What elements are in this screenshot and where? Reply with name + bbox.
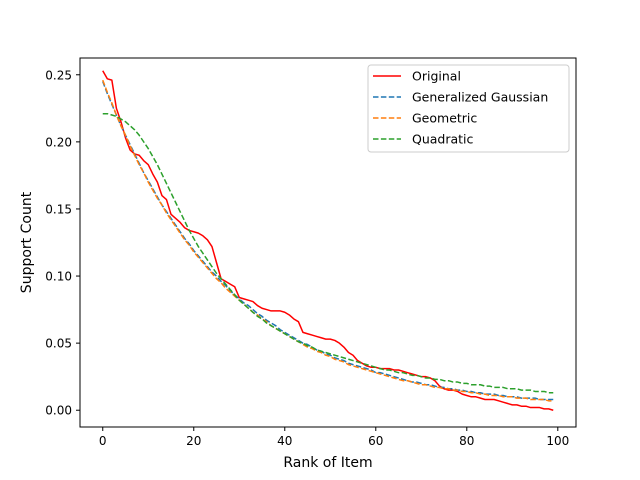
y-axis-label: Support Count (19, 191, 35, 293)
plot-frame (79, 57, 577, 428)
legend: Original Generalized Gaussian Geometric Qua… (367, 64, 570, 153)
x-tick-label: 100 (546, 434, 569, 448)
y-tick-label: 0.20 (45, 135, 72, 149)
x-tick-label: 20 (186, 434, 201, 448)
series-layer (102, 70, 554, 411)
legend-label: Geometric (412, 111, 477, 126)
y-tick-label: 0.10 (45, 270, 72, 284)
series-line-quadratic (102, 112, 554, 394)
y-tick-label: 0.25 (45, 68, 72, 82)
y-tick-label: 0.05 (45, 337, 72, 351)
x-axis-label: Rank of Item (283, 455, 372, 471)
y-axis: 0.00 0.05 0.10 0.15 0.20 0.25 (45, 68, 80, 418)
x-axis: 0 20 40 60 80 100 (99, 427, 569, 448)
series-line-original (102, 70, 554, 411)
y-tick-label: 0.00 (45, 404, 72, 418)
legend-label: Original (412, 69, 461, 84)
x-tick-label: 60 (368, 434, 383, 448)
legend-label: Generalized Gaussian (412, 90, 548, 105)
y-tick-label: 0.15 (45, 202, 72, 216)
x-tick-label: 0 (99, 434, 107, 448)
legend-label: Quadratic (412, 132, 474, 147)
legend-box (367, 64, 570, 153)
x-tick-label: 80 (459, 434, 474, 448)
x-tick-label: 40 (277, 434, 292, 448)
series-line-geometric (102, 79, 554, 402)
